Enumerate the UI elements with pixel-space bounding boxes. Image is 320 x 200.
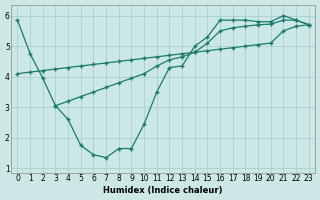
X-axis label: Humidex (Indice chaleur): Humidex (Indice chaleur) [103, 186, 223, 195]
